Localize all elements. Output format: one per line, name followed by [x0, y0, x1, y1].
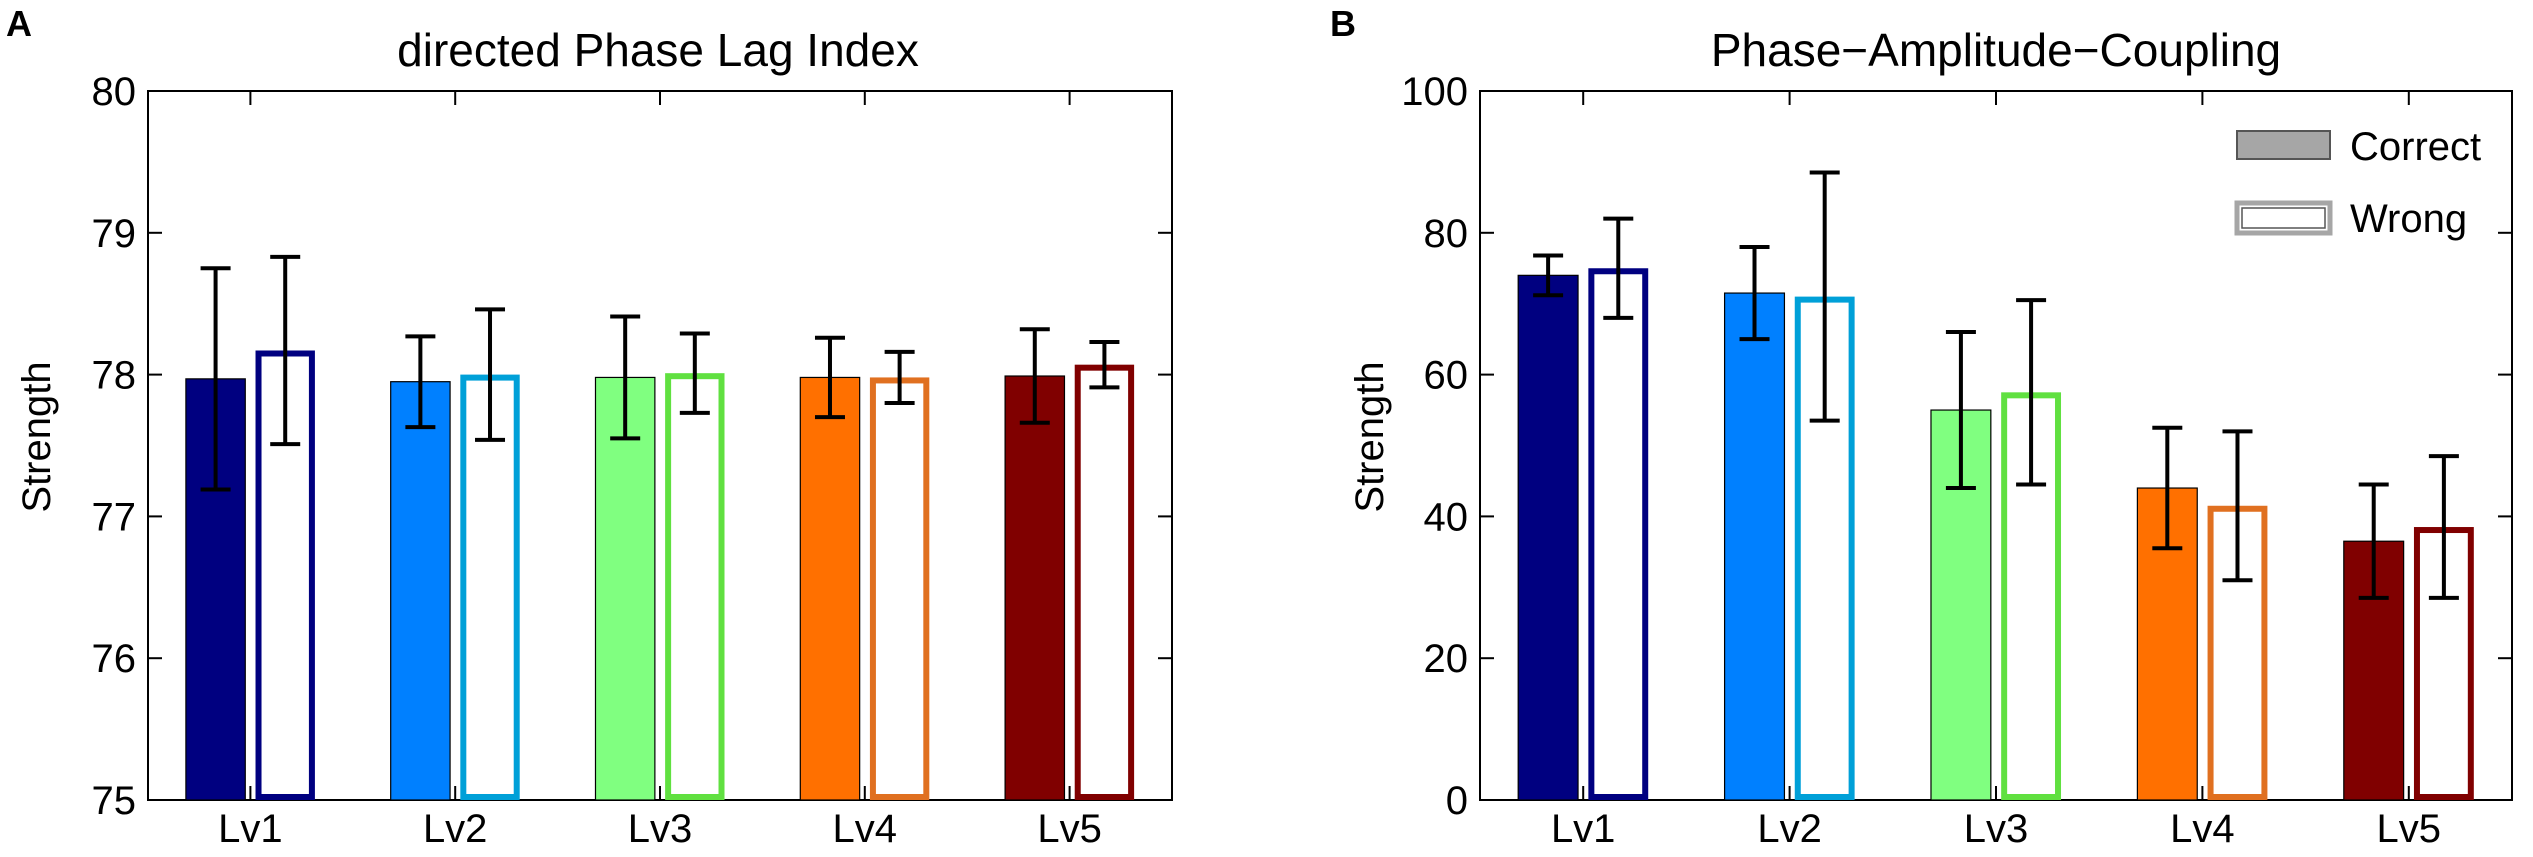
y-tick-label: 79 — [92, 212, 137, 256]
panel-b: B Phase−Amplitude−Coupling Strength 0 20 4… — [1330, 3, 2513, 851]
x-tick-label: Lv5 — [1037, 807, 1102, 851]
bar-wrong-lv4 — [869, 377, 930, 800]
bar-wrong-lv4 — [2207, 505, 2268, 800]
bar-correct-lv4 — [799, 376, 861, 801]
y-tick-label: 78 — [92, 354, 137, 398]
bar-wrong-lv3 — [665, 373, 725, 800]
bar-correct-lv1 — [1517, 274, 1579, 801]
legend-swatch-wrong-inner — [2241, 207, 2326, 229]
x-tick-label: Lv4 — [2170, 807, 2235, 851]
panel-b-legend: Correct Wrong — [2234, 125, 2481, 241]
x-tick-label: Lv2 — [1757, 807, 1822, 851]
y-tick-label: 20 — [1424, 637, 1469, 681]
panel-a: A directed Phase Lag Index Strength 75 76… — [6, 3, 1173, 851]
bar-wrong-lv1 — [1588, 268, 1649, 800]
bar-wrong-lv2 — [1794, 296, 1855, 800]
legend-label-wrong: Wrong — [2350, 197, 2467, 241]
y-tick-label: 100 — [1401, 70, 1468, 114]
y-tick-label: 77 — [92, 495, 137, 539]
y-tick-label: 60 — [1424, 354, 1469, 398]
legend-swatch-correct — [2236, 130, 2331, 160]
bar-correct-lv2 — [1723, 292, 1786, 801]
panel-b-letter: B — [1330, 3, 1356, 44]
panel-a-title: directed Phase Lag Index — [397, 24, 919, 76]
y-tick-label: 76 — [92, 637, 137, 681]
y-tick-label: 75 — [92, 779, 137, 823]
x-tick-label: Lv5 — [2377, 807, 2442, 851]
panel-b-y-axis-label: Strength — [1348, 361, 1392, 512]
x-tick-label: Lv3 — [1964, 807, 2029, 851]
bar-wrong-lv5 — [1074, 364, 1135, 800]
x-tick-label: Lv3 — [628, 807, 693, 851]
bar-correct-lv5 — [1004, 375, 1066, 801]
legend-label-correct: Correct — [2350, 125, 2481, 169]
x-tick-label: Lv1 — [1551, 807, 1616, 851]
panel-a-y-axis-label: Strength — [15, 361, 59, 512]
panel-a-plot-area: 75 76 77 78 79 80 Lv1 Lv2 Lv3 Lv4 Lv5 — [92, 70, 1173, 851]
x-tick-label: Lv2 — [423, 807, 488, 851]
y-tick-label: 80 — [1424, 212, 1469, 256]
panel-a-letter: A — [6, 3, 32, 44]
x-tick-label: Lv4 — [833, 807, 898, 851]
bar-correct-lv3 — [594, 376, 656, 801]
bar-correct-lv2 — [390, 381, 451, 801]
x-tick-label: Lv1 — [218, 807, 283, 851]
y-tick-label: 0 — [1446, 779, 1468, 823]
panel-b-plot-area: 0 20 40 60 80 100 Lv1 Lv2 Lv3 Lv4 Lv5 — [1401, 70, 2513, 851]
y-tick-label: 80 — [92, 70, 137, 114]
panel-b-title: Phase−Amplitude−Coupling — [1711, 24, 2281, 76]
y-tick-label: 40 — [1424, 495, 1469, 539]
bar-wrong-lv1 — [255, 350, 315, 800]
